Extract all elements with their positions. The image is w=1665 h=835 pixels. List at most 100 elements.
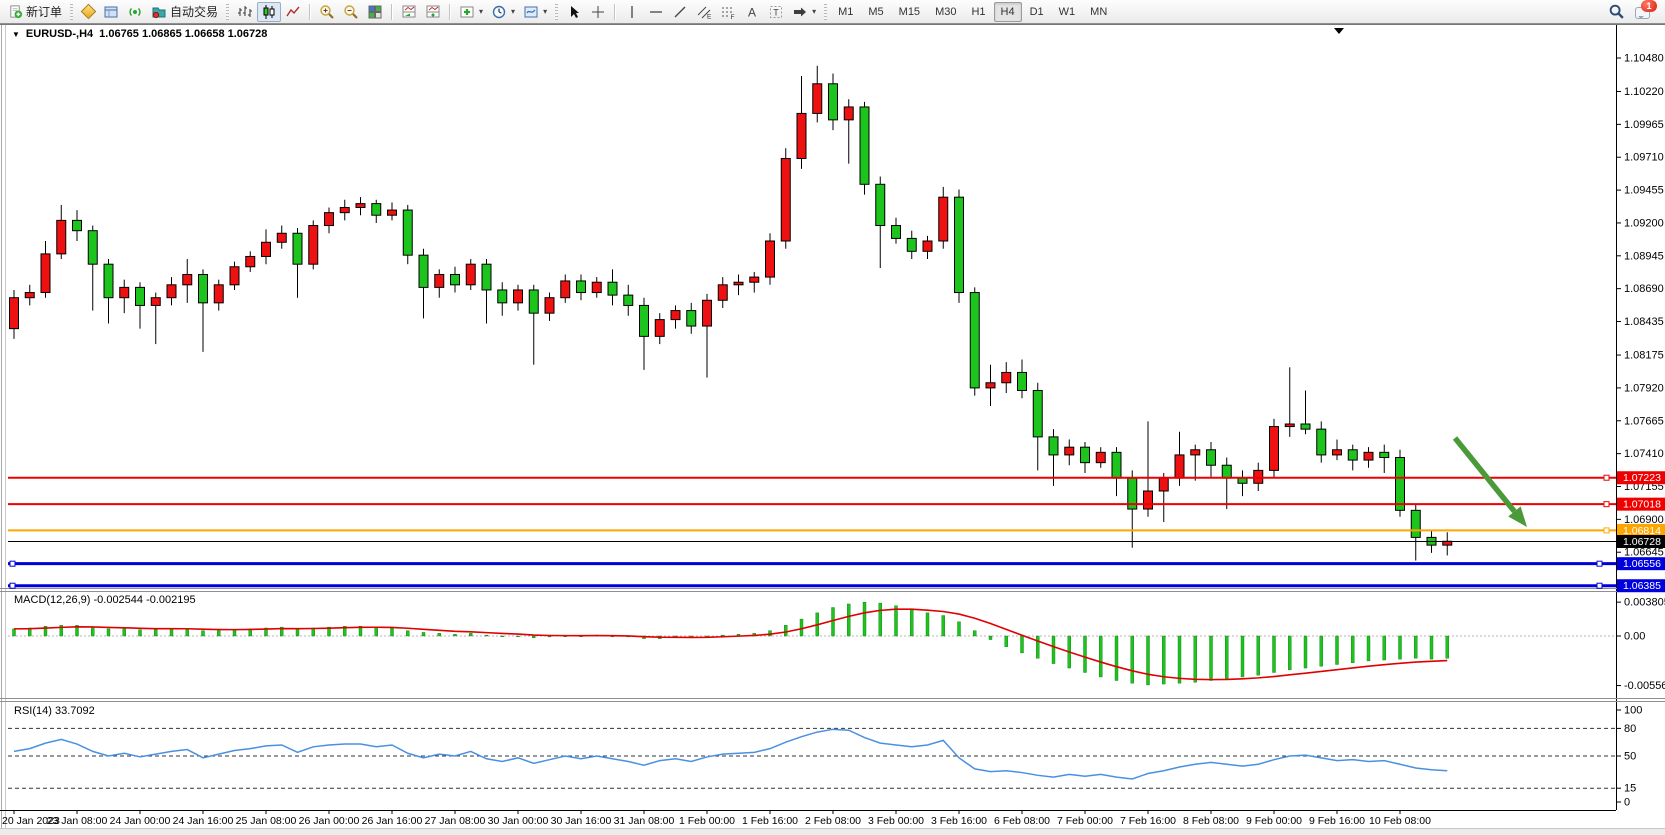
search-button[interactable] bbox=[1604, 2, 1629, 22]
periods-button[interactable]: ▾ bbox=[487, 2, 519, 22]
add-indicator-button[interactable]: ▾ bbox=[455, 2, 487, 22]
svg-text:1.09710: 1.09710 bbox=[1624, 152, 1664, 164]
toolbar-grip bbox=[555, 3, 559, 20]
svg-text:27 Jan 08:00: 27 Jan 08:00 bbox=[425, 815, 486, 827]
zoom-out-button[interactable] bbox=[339, 2, 363, 22]
signals-button[interactable] bbox=[123, 2, 147, 22]
crosshair-button[interactable] bbox=[586, 2, 610, 22]
toolbar-grip bbox=[824, 3, 828, 20]
tile-windows-button[interactable] bbox=[363, 2, 387, 22]
signals-icon bbox=[129, 7, 141, 16]
svg-text:1.06814: 1.06814 bbox=[1623, 525, 1661, 537]
svg-text:1.06728: 1.06728 bbox=[1623, 536, 1661, 548]
cursor-button[interactable] bbox=[562, 2, 586, 22]
timeframe-button-H1[interactable]: H1 bbox=[964, 2, 992, 22]
arrows-button[interactable]: ▾ bbox=[788, 2, 820, 22]
search-icon bbox=[1609, 4, 1624, 19]
status-bar bbox=[0, 828, 1665, 835]
svg-text:30 Jan 00:00: 30 Jan 00:00 bbox=[488, 815, 549, 827]
svg-text:1.09455: 1.09455 bbox=[1624, 185, 1664, 197]
autotrade-icon bbox=[152, 7, 166, 18]
svg-text:1.08945: 1.08945 bbox=[1624, 250, 1664, 262]
svg-text:7 Feb 00:00: 7 Feb 00:00 bbox=[1057, 815, 1113, 827]
trendline-icon bbox=[674, 6, 686, 17]
indicator-list-button[interactable] bbox=[421, 2, 445, 22]
chat-button[interactable]: 1 bbox=[1635, 0, 1657, 21]
chart-title: ▼ EURUSD-,H4 1.06765 1.06865 1.06658 1.0… bbox=[12, 28, 267, 40]
candles-layer[interactable] bbox=[9, 65, 1453, 561]
svg-text:1.10480: 1.10480 bbox=[1624, 53, 1664, 65]
svg-text:1.06556: 1.06556 bbox=[1623, 558, 1661, 570]
text-label-button[interactable]: T bbox=[764, 2, 788, 22]
zoom-in-button[interactable] bbox=[315, 2, 339, 22]
timeframe-button-MN[interactable]: MN bbox=[1083, 2, 1114, 22]
autotrade-label: 自动交易 bbox=[170, 5, 219, 19]
timeframe-button-H4[interactable]: H4 bbox=[993, 1, 1022, 22]
macd-indicator-label: MACD(12,26,9) -0.002544 -0.002195 bbox=[14, 594, 196, 606]
add-indicator-icon bbox=[460, 6, 474, 17]
svg-text:1.07665: 1.07665 bbox=[1624, 415, 1664, 427]
equidistant-channel-button[interactable]: E bbox=[692, 2, 716, 22]
tile-windows-icon bbox=[368, 5, 382, 18]
main-toolbar: 新订单 自动交易 bbox=[0, 0, 1665, 24]
dropdown-caret-icon: ▾ bbox=[812, 7, 817, 16]
svg-text:1.10220: 1.10220 bbox=[1624, 86, 1664, 98]
svg-text:E: E bbox=[707, 13, 712, 20]
horizontal-line-button[interactable] bbox=[644, 2, 668, 22]
rsi-indicator-label: RSI(14) 33.7092 bbox=[14, 705, 95, 717]
macd-name: MACD(12,26,9) bbox=[14, 594, 91, 606]
timeframe-button-M15[interactable]: M15 bbox=[892, 2, 927, 22]
macd-signal-value: -0.002195 bbox=[146, 594, 196, 606]
svg-text:25 Jan 08:00: 25 Jan 08:00 bbox=[236, 815, 297, 827]
svg-text:8 Feb 08:00: 8 Feb 08:00 bbox=[1183, 815, 1239, 827]
navigator-button[interactable] bbox=[99, 2, 123, 22]
new-order-label: 新订单 bbox=[26, 5, 63, 19]
svg-text:31 Jan 08:00: 31 Jan 08:00 bbox=[614, 815, 675, 827]
cursor-icon bbox=[571, 5, 580, 18]
fibonacci-button[interactable]: F bbox=[716, 2, 740, 22]
svg-text:100: 100 bbox=[1624, 705, 1642, 717]
macd-layer: 0.003805 0.00 -0.005569 bbox=[8, 597, 1665, 692]
svg-text:26 Jan 16:00: 26 Jan 16:00 bbox=[362, 815, 423, 827]
price-chart[interactable]: 1.10480 1.10220 1.09965 1.09710 1.09455 1.092… bbox=[0, 24, 1665, 835]
svg-text:20 Jan 2023: 20 Jan 2023 bbox=[2, 815, 60, 827]
line-chart-button[interactable] bbox=[281, 2, 305, 22]
indicator-window-icon bbox=[402, 5, 416, 17]
annotation-arrow[interactable] bbox=[1452, 436, 1527, 527]
svg-text:80: 80 bbox=[1624, 723, 1636, 735]
bar-chart-button[interactable] bbox=[233, 2, 257, 22]
timeframe-button-W1[interactable]: W1 bbox=[1052, 2, 1083, 22]
svg-text:F: F bbox=[731, 14, 735, 20]
svg-text:3 Feb 00:00: 3 Feb 00:00 bbox=[868, 815, 924, 827]
dropdown-caret-icon: ▾ bbox=[479, 7, 484, 16]
navigator-icon bbox=[104, 6, 118, 17]
toolbar-separator bbox=[449, 3, 452, 20]
toolbar-grip bbox=[226, 3, 230, 20]
svg-text:1.06900: 1.06900 bbox=[1624, 514, 1664, 526]
timeframe-button-M1[interactable]: M1 bbox=[831, 2, 860, 22]
svg-text:A: A bbox=[748, 5, 756, 19]
templates-button[interactable]: ▾ bbox=[519, 2, 551, 22]
svg-text:1 Feb 16:00: 1 Feb 16:00 bbox=[742, 815, 798, 827]
timeframe-button-M30[interactable]: M30 bbox=[928, 2, 963, 22]
dropdown-caret-icon: ▾ bbox=[543, 7, 548, 16]
chart-window: 1.10480 1.10220 1.09965 1.09710 1.09455 1.092… bbox=[0, 24, 1665, 828]
toolbar-separator bbox=[309, 3, 312, 20]
timeframe-button-M5[interactable]: M5 bbox=[861, 2, 890, 22]
autotrade-button[interactable]: 自动交易 bbox=[147, 2, 222, 22]
collapse-triangle-icon[interactable]: ▼ bbox=[12, 29, 20, 39]
vertical-line-button[interactable] bbox=[620, 2, 644, 22]
timeframe-button-D1[interactable]: D1 bbox=[1023, 2, 1051, 22]
market-watch-button[interactable] bbox=[77, 2, 99, 22]
candlestick-chart-button[interactable] bbox=[257, 1, 282, 22]
indicator-window-button[interactable] bbox=[397, 2, 421, 22]
horizontal-line-icon bbox=[650, 10, 663, 13]
svg-text:9 Feb 00:00: 9 Feb 00:00 bbox=[1246, 815, 1302, 827]
text-button[interactable]: A bbox=[740, 2, 764, 22]
trendline-button[interactable] bbox=[668, 2, 692, 22]
svg-text:30 Jan 16:00: 30 Jan 16:00 bbox=[551, 815, 612, 827]
svg-text:1.09965: 1.09965 bbox=[1624, 119, 1664, 131]
chart-frame bbox=[0, 24, 1665, 828]
new-order-button[interactable]: 新订单 bbox=[4, 2, 66, 22]
